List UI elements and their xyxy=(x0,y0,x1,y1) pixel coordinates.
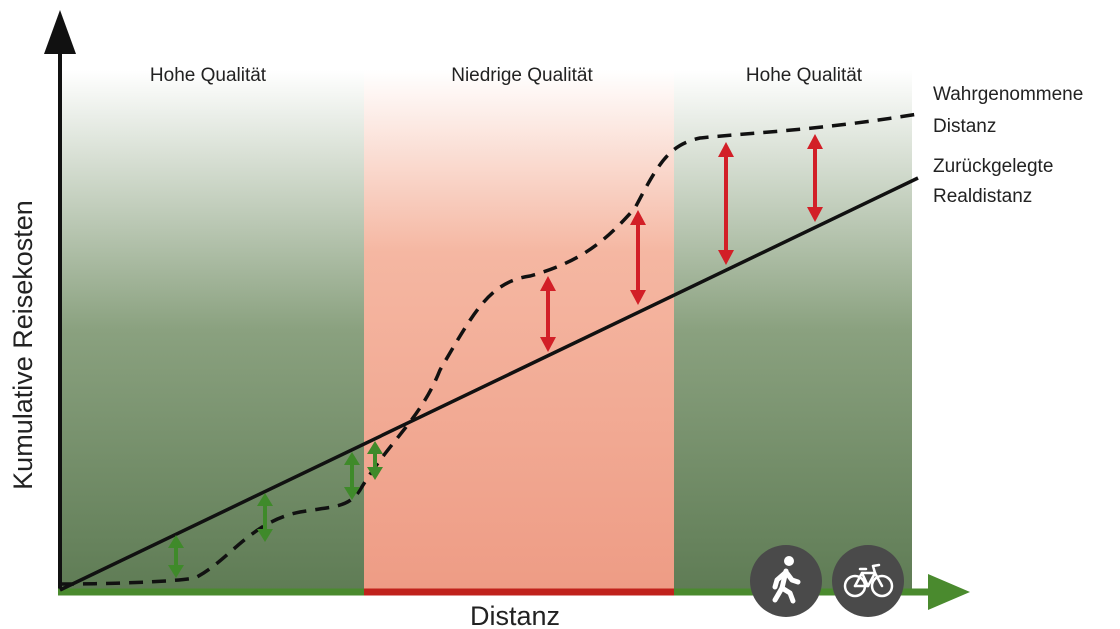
x-axis-label: Distanz xyxy=(470,601,560,629)
x-axis-arrowhead xyxy=(928,574,970,610)
red-gap-arrow xyxy=(807,134,823,222)
y-axis-label: Kumulative Reisekosten xyxy=(8,200,38,490)
green-gap-arrow xyxy=(367,441,383,480)
zone-high-right xyxy=(674,70,912,590)
cost-gap-arrows-red xyxy=(540,134,823,352)
pedestrian-icon xyxy=(750,545,822,617)
perceived-distance-line xyxy=(59,112,919,586)
zone-label-3: Hohe Qualität xyxy=(746,65,863,86)
y-axis-arrowhead xyxy=(44,10,76,54)
zone-low-middle xyxy=(364,70,674,590)
perceived-distance-label-2: Distanz xyxy=(933,116,996,137)
red-gap-arrow xyxy=(718,142,734,265)
perceived-distance-label-1: Wahrgenommene xyxy=(933,84,1083,105)
real-distance-label-1: Zurückgelegte xyxy=(933,156,1053,177)
red-gap-arrow xyxy=(630,210,646,305)
real-distance-line xyxy=(59,176,919,592)
zone-high-left xyxy=(60,70,364,590)
green-gap-arrow xyxy=(257,493,273,542)
cost-gap-arrows-green xyxy=(168,441,383,578)
zone-label-1: Hohe Qualität xyxy=(150,65,267,86)
zone-label-2: Niedrige Qualität xyxy=(451,65,593,86)
bicycle-icon xyxy=(832,545,904,617)
red-gap-arrow xyxy=(540,276,556,352)
green-gap-arrow xyxy=(168,535,184,578)
real-distance-label-2: Realdistanz xyxy=(933,186,1032,207)
green-gap-arrow xyxy=(344,452,360,500)
